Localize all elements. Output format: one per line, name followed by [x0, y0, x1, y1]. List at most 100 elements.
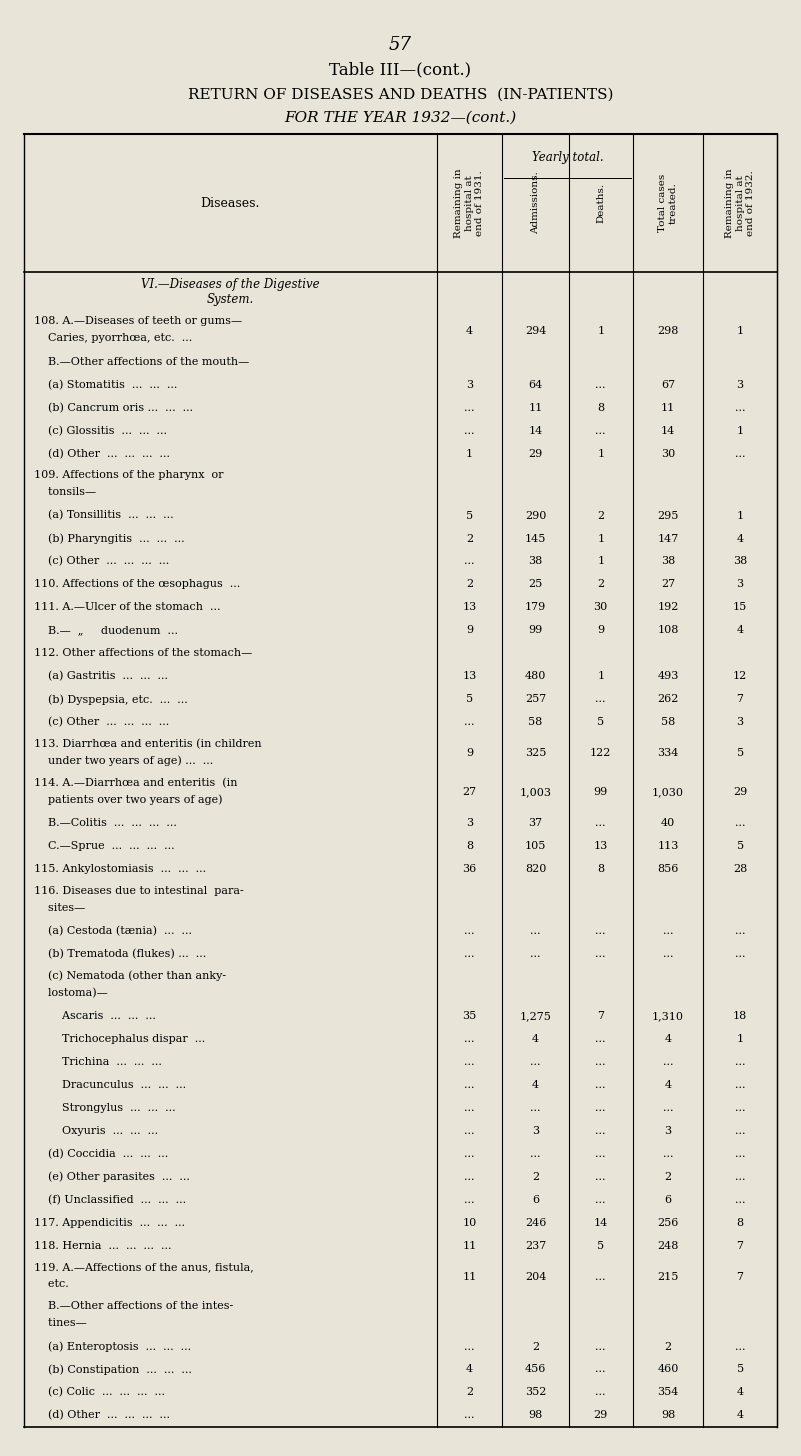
Text: C.—Sprue  ...  ...  ...  ...: C.—Sprue ... ... ... ... — [34, 842, 175, 852]
Text: 115. Ankylostomiasis  ...  ...  ...: 115. Ankylostomiasis ... ... ... — [34, 863, 206, 874]
Text: 1: 1 — [737, 425, 743, 435]
Text: ...: ... — [464, 926, 475, 936]
Text: ...: ... — [464, 1194, 475, 1204]
Text: 8: 8 — [737, 1217, 743, 1227]
Text: ...: ... — [595, 1149, 606, 1159]
Text: 13: 13 — [462, 603, 477, 613]
Text: 354: 354 — [658, 1388, 678, 1398]
Text: 98: 98 — [529, 1411, 542, 1421]
Text: 295: 295 — [658, 511, 678, 521]
Text: ...: ... — [464, 1125, 475, 1136]
Text: 352: 352 — [525, 1388, 546, 1398]
Text: (a) Tonsillitis  ...  ...  ...: (a) Tonsillitis ... ... ... — [34, 511, 173, 521]
Text: ...: ... — [595, 1172, 606, 1182]
Text: 57: 57 — [389, 36, 412, 54]
Text: ...: ... — [464, 718, 475, 727]
Text: (b) Pharyngitis  ...  ...  ...: (b) Pharyngitis ... ... ... — [34, 533, 184, 545]
Text: (b) Trematoda (flukes) ...  ...: (b) Trematoda (flukes) ... ... — [34, 949, 206, 960]
Text: 7: 7 — [737, 1271, 743, 1281]
Text: ...: ... — [464, 1149, 475, 1159]
Text: 11: 11 — [529, 403, 542, 412]
Text: 2: 2 — [466, 1388, 473, 1398]
Text: 9: 9 — [466, 626, 473, 635]
Text: 13: 13 — [594, 842, 608, 852]
Text: 3: 3 — [665, 1125, 671, 1136]
Text: (a) Gastritis  ...  ...  ...: (a) Gastritis ... ... ... — [34, 671, 167, 681]
Text: ...: ... — [735, 1194, 746, 1204]
Text: 11: 11 — [661, 403, 675, 412]
Text: 1,275: 1,275 — [520, 1010, 551, 1021]
Text: 30: 30 — [661, 448, 675, 459]
Text: 1: 1 — [737, 1034, 743, 1044]
Text: 5: 5 — [737, 1364, 743, 1374]
Text: 113. Diarrhœa and enteritis (in children: 113. Diarrhœa and enteritis (in children — [34, 738, 261, 748]
Text: (d) Coccidia  ...  ...  ...: (d) Coccidia ... ... ... — [34, 1149, 168, 1159]
Text: 4: 4 — [665, 1034, 671, 1044]
Text: ...: ... — [735, 403, 746, 412]
Text: 27: 27 — [462, 788, 477, 798]
Text: 4: 4 — [737, 1411, 743, 1421]
Text: 99: 99 — [529, 626, 542, 635]
Text: 108. A.—Diseases of teeth or gums—: 108. A.—Diseases of teeth or gums— — [34, 316, 242, 326]
Text: ...: ... — [464, 1057, 475, 1067]
Text: 5: 5 — [598, 718, 604, 727]
Text: 14: 14 — [529, 425, 542, 435]
Text: 246: 246 — [525, 1217, 546, 1227]
Text: under two years of age) ...  ...: under two years of age) ... ... — [34, 756, 213, 766]
Text: (b) Constipation  ...  ...  ...: (b) Constipation ... ... ... — [34, 1364, 191, 1374]
Text: ...: ... — [464, 1102, 475, 1112]
Text: 1: 1 — [598, 556, 604, 566]
Text: 4: 4 — [466, 1364, 473, 1374]
Text: ...: ... — [595, 1271, 606, 1281]
Text: FOR THE YEAR 1932—(cont.): FOR THE YEAR 1932—(cont.) — [284, 111, 517, 125]
Text: ...: ... — [595, 1364, 606, 1374]
Text: 5: 5 — [598, 1241, 604, 1251]
Text: ...: ... — [735, 1172, 746, 1182]
Text: Caries, pyorrhœa, etc.  ...: Caries, pyorrhœa, etc. ... — [34, 333, 192, 344]
Text: 8: 8 — [466, 842, 473, 852]
Text: 3: 3 — [466, 380, 473, 390]
Text: (c) Glossitis  ...  ...  ...: (c) Glossitis ... ... ... — [34, 425, 167, 435]
Text: (f) Unclassified  ...  ...  ...: (f) Unclassified ... ... ... — [34, 1194, 186, 1204]
Text: ...: ... — [595, 425, 606, 435]
Text: VI.—Diseases of the Digestive
System.: VI.—Diseases of the Digestive System. — [141, 278, 320, 306]
Text: Total cases
treated.: Total cases treated. — [658, 173, 678, 233]
Text: ...: ... — [735, 949, 746, 960]
Text: ...: ... — [735, 1057, 746, 1067]
Text: B.—  „     duodenum  ...: B.— „ duodenum ... — [34, 626, 178, 635]
Text: B.—Other affections of the intes-: B.—Other affections of the intes- — [34, 1302, 233, 1312]
Text: Strongylus  ...  ...  ...: Strongylus ... ... ... — [34, 1102, 175, 1112]
Text: 58: 58 — [661, 718, 675, 727]
Text: 3: 3 — [737, 380, 743, 390]
Text: 27: 27 — [661, 579, 675, 590]
Text: ...: ... — [464, 1080, 475, 1091]
Text: 99: 99 — [594, 788, 608, 798]
Text: Ascaris  ...  ...  ...: Ascaris ... ... ... — [34, 1010, 155, 1021]
Text: 13: 13 — [462, 671, 477, 681]
Text: 113: 113 — [658, 842, 678, 852]
Text: 1,003: 1,003 — [520, 788, 551, 798]
Text: Yearly total.: Yearly total. — [532, 151, 603, 165]
Text: 8: 8 — [598, 863, 604, 874]
Text: ...: ... — [595, 1102, 606, 1112]
Text: sites—: sites— — [34, 903, 85, 913]
Text: ...: ... — [464, 1172, 475, 1182]
Text: 1: 1 — [737, 326, 743, 336]
Text: 3: 3 — [532, 1125, 539, 1136]
Text: 192: 192 — [658, 603, 678, 613]
Text: 29: 29 — [733, 788, 747, 798]
Text: 2: 2 — [466, 533, 473, 543]
Text: ...: ... — [595, 1034, 606, 1044]
Text: 179: 179 — [525, 603, 546, 613]
Text: Diseases.: Diseases. — [200, 198, 260, 210]
Text: 11: 11 — [462, 1271, 477, 1281]
Text: ...: ... — [662, 926, 674, 936]
Text: 1: 1 — [737, 511, 743, 521]
Text: 1: 1 — [598, 448, 604, 459]
Text: ...: ... — [595, 1080, 606, 1091]
Text: 4: 4 — [466, 326, 473, 336]
Text: ...: ... — [464, 949, 475, 960]
Text: ...: ... — [595, 818, 606, 828]
Text: Dracunculus  ...  ...  ...: Dracunculus ... ... ... — [34, 1080, 186, 1091]
Text: 1,310: 1,310 — [652, 1010, 684, 1021]
